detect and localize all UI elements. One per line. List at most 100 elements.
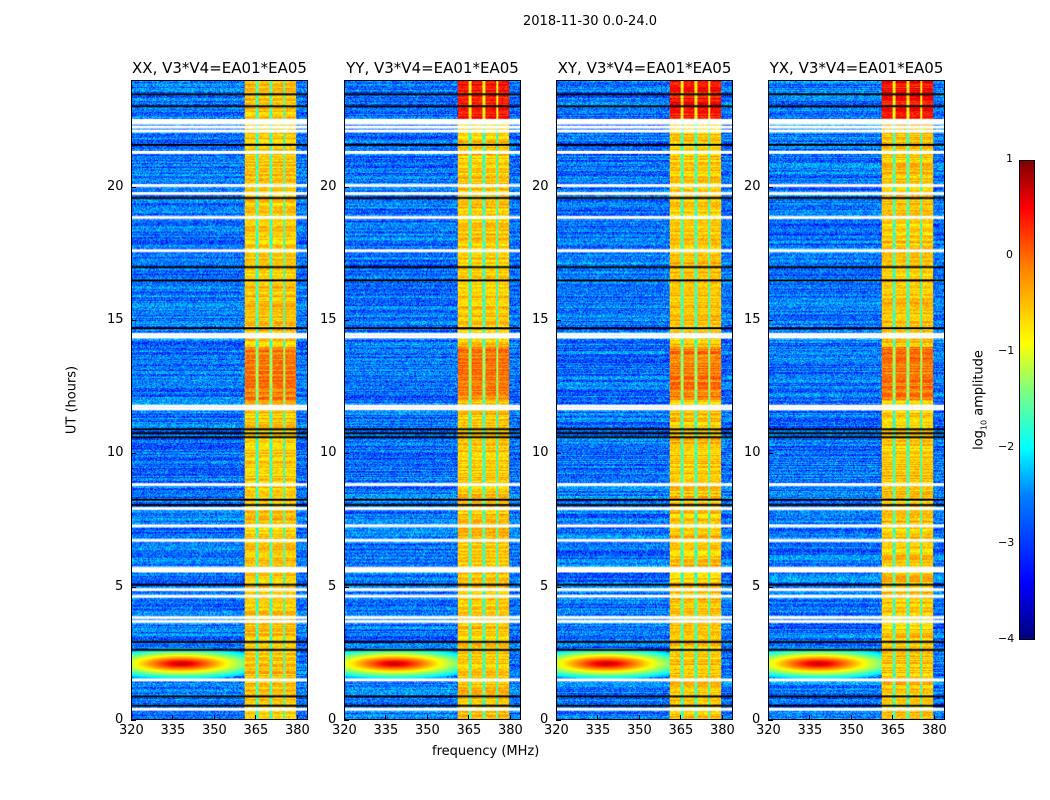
heatmap-cells bbox=[345, 81, 520, 719]
y-tick bbox=[556, 586, 561, 588]
y-tick-label: 10 bbox=[532, 445, 549, 461]
panel-title: YX, V3*V4=EA01*EA05 bbox=[769, 59, 944, 77]
panel-title: YY, V3*V4=EA01*EA05 bbox=[346, 59, 519, 77]
panel-title: XX, V3*V4=EA01*EA05 bbox=[132, 59, 307, 77]
heatmap-panel-4 bbox=[768, 80, 945, 720]
y-tick bbox=[768, 720, 773, 721]
y-tick bbox=[131, 320, 136, 321]
x-tick-label: 335 bbox=[585, 723, 611, 738]
y-tick bbox=[131, 453, 136, 455]
x-tick-label: 320 bbox=[332, 723, 357, 738]
y-tick-label: 0 bbox=[752, 712, 761, 727]
x-tick bbox=[426, 715, 428, 720]
y-axis-label: UT (hours) bbox=[64, 365, 80, 435]
y-tick-label: 20 bbox=[532, 178, 549, 194]
y-tick bbox=[768, 453, 773, 455]
x-tick-label: 350 bbox=[626, 723, 652, 738]
y-tick-label: 5 bbox=[115, 578, 124, 594]
y-tick-label: 20 bbox=[107, 178, 124, 194]
colorbar-tick-label: −2 bbox=[998, 440, 1015, 453]
y-tick-label: 10 bbox=[744, 445, 761, 461]
y-tick-label: 5 bbox=[752, 578, 761, 594]
x-tick bbox=[213, 715, 215, 720]
colorbar bbox=[1019, 160, 1035, 640]
colorbar-tick-label: −1 bbox=[998, 344, 1015, 357]
y-tick-label: 10 bbox=[320, 445, 337, 461]
y-tick-label: 15 bbox=[744, 312, 761, 327]
x-tick bbox=[296, 715, 298, 720]
colorbar-tick-label: 0 bbox=[1006, 248, 1013, 261]
x-tick bbox=[131, 715, 132, 720]
x-tick-label: 320 bbox=[119, 723, 144, 738]
y-tick-label: 5 bbox=[540, 578, 549, 594]
x-axis-label: frequency (MHz) bbox=[432, 744, 540, 759]
y-tick bbox=[556, 186, 561, 188]
x-tick-label: 320 bbox=[544, 723, 569, 738]
x-tick-label: 365 bbox=[668, 723, 694, 738]
x-tick-label: 365 bbox=[456, 723, 482, 738]
x-tick-label: 365 bbox=[243, 723, 269, 738]
y-tick bbox=[131, 586, 136, 588]
y-tick bbox=[556, 720, 561, 721]
y-tick bbox=[768, 586, 773, 588]
y-tick bbox=[344, 320, 349, 321]
colorbar-label-sub: 10 bbox=[979, 419, 989, 431]
y-tick-label: 0 bbox=[328, 712, 337, 727]
figure-title: 2018-11-30 0.0-24.0 bbox=[523, 14, 657, 29]
x-tick-label: 380 bbox=[284, 723, 310, 738]
x-tick bbox=[768, 715, 769, 720]
y-tick-label: 20 bbox=[744, 178, 761, 194]
x-tick bbox=[721, 715, 723, 720]
colorbar-label: log10 amplitude bbox=[972, 340, 989, 460]
y-tick bbox=[556, 453, 561, 455]
x-tick-label: 350 bbox=[838, 723, 864, 738]
heatmap-panel-3 bbox=[556, 80, 733, 720]
x-tick bbox=[892, 715, 894, 720]
colorbar-label-log: log bbox=[971, 430, 987, 450]
x-tick bbox=[638, 715, 640, 720]
x-tick bbox=[597, 715, 599, 720]
x-tick bbox=[468, 715, 470, 720]
y-tick-label: 15 bbox=[320, 312, 337, 327]
x-tick-label: 380 bbox=[497, 723, 523, 738]
x-tick bbox=[385, 715, 387, 720]
x-tick-label: 380 bbox=[921, 723, 947, 738]
x-tick-label: 350 bbox=[414, 723, 440, 738]
x-tick-label: 335 bbox=[373, 723, 399, 738]
x-tick-label: 380 bbox=[709, 723, 735, 738]
x-tick bbox=[255, 715, 257, 720]
heatmap-cells bbox=[132, 81, 307, 719]
y-tick bbox=[344, 186, 349, 188]
heatmap-cells bbox=[557, 81, 732, 719]
panel-title: XY, V3*V4=EA01*EA05 bbox=[557, 59, 732, 77]
colorbar-tick-label: −3 bbox=[998, 536, 1015, 549]
x-tick bbox=[509, 715, 511, 720]
y-tick bbox=[344, 453, 349, 455]
y-tick bbox=[344, 720, 349, 721]
y-tick-label: 5 bbox=[328, 578, 337, 594]
x-tick bbox=[933, 715, 935, 720]
y-tick bbox=[344, 586, 349, 588]
y-tick bbox=[768, 320, 773, 321]
heatmap-panel-2 bbox=[344, 80, 521, 720]
y-tick-label: 10 bbox=[107, 445, 124, 461]
x-tick bbox=[556, 715, 557, 720]
x-tick bbox=[344, 715, 345, 720]
colorbar-tick-label: 1 bbox=[1006, 152, 1013, 165]
y-tick bbox=[131, 186, 136, 188]
colorbar-tick-label: −4 bbox=[998, 632, 1015, 645]
y-tick bbox=[556, 320, 561, 321]
heatmap-panel-1 bbox=[131, 80, 308, 720]
y-tick-label: 20 bbox=[320, 178, 337, 194]
y-tick-label: 0 bbox=[540, 712, 549, 727]
y-tick bbox=[131, 720, 136, 721]
x-tick bbox=[680, 715, 682, 720]
y-tick bbox=[768, 186, 773, 188]
heatmap-cells bbox=[769, 81, 944, 719]
x-tick-label: 350 bbox=[201, 723, 227, 738]
x-tick bbox=[850, 715, 852, 720]
x-tick-label: 365 bbox=[880, 723, 906, 738]
x-tick bbox=[172, 715, 174, 720]
y-tick-label: 15 bbox=[107, 312, 124, 327]
x-tick-label: 320 bbox=[756, 723, 781, 738]
